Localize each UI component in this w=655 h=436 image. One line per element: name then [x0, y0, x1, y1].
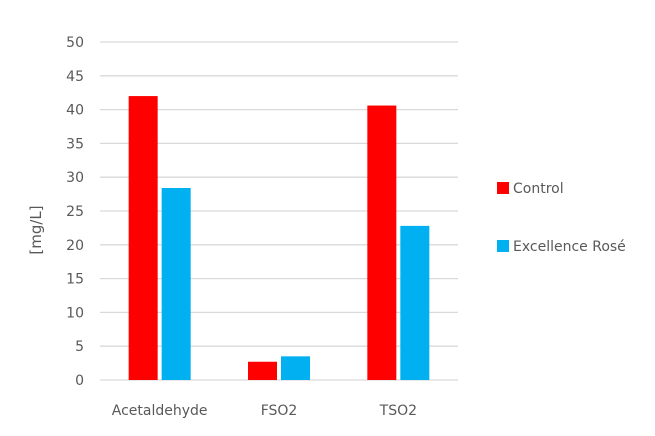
legend-swatch [497, 182, 509, 194]
y-tick-label: 0 [75, 373, 84, 389]
x-tick-label: TSO2 [379, 403, 417, 419]
y-tick-label: 40 [66, 103, 84, 119]
bar-acetaldehyde-1 [161, 188, 191, 380]
gridlines [100, 41, 458, 381]
legend-label: Excellence Rosé [513, 239, 626, 255]
bar-fso2-0 [248, 361, 277, 380]
legend-label: Control [513, 181, 564, 197]
y-tick-label: 30 [66, 170, 84, 186]
y-tick-label: 50 [66, 35, 84, 51]
bar-fso2-1 [281, 356, 310, 380]
bars [128, 96, 430, 380]
y-tick-label: 45 [66, 69, 84, 85]
legend: Control Excellence Rosé [497, 181, 626, 255]
bar-tso2-0 [367, 105, 397, 380]
x-tick-label: FSO2 [261, 403, 298, 419]
legend-swatch [497, 240, 509, 252]
y-tick-label: 15 [66, 272, 84, 288]
y-tick-label: 25 [66, 204, 84, 220]
y-tick-label: 5 [75, 339, 84, 355]
bar-tso2-1 [400, 225, 430, 380]
y-tick-label: 20 [66, 238, 84, 254]
y-axis-tick-labels: 0 5 10 15 20 25 30 35 40 45 50 [66, 35, 84, 389]
y-tick-label: 10 [66, 305, 84, 321]
y-tick-label: 35 [66, 136, 84, 152]
x-axis-tick-labels: Acetaldehyde FSO2 TSO2 [112, 403, 417, 419]
bar-acetaldehyde-0 [128, 96, 158, 380]
x-tick-label: Acetaldehyde [112, 403, 208, 419]
y-axis-label: [mg/L] [27, 205, 45, 254]
